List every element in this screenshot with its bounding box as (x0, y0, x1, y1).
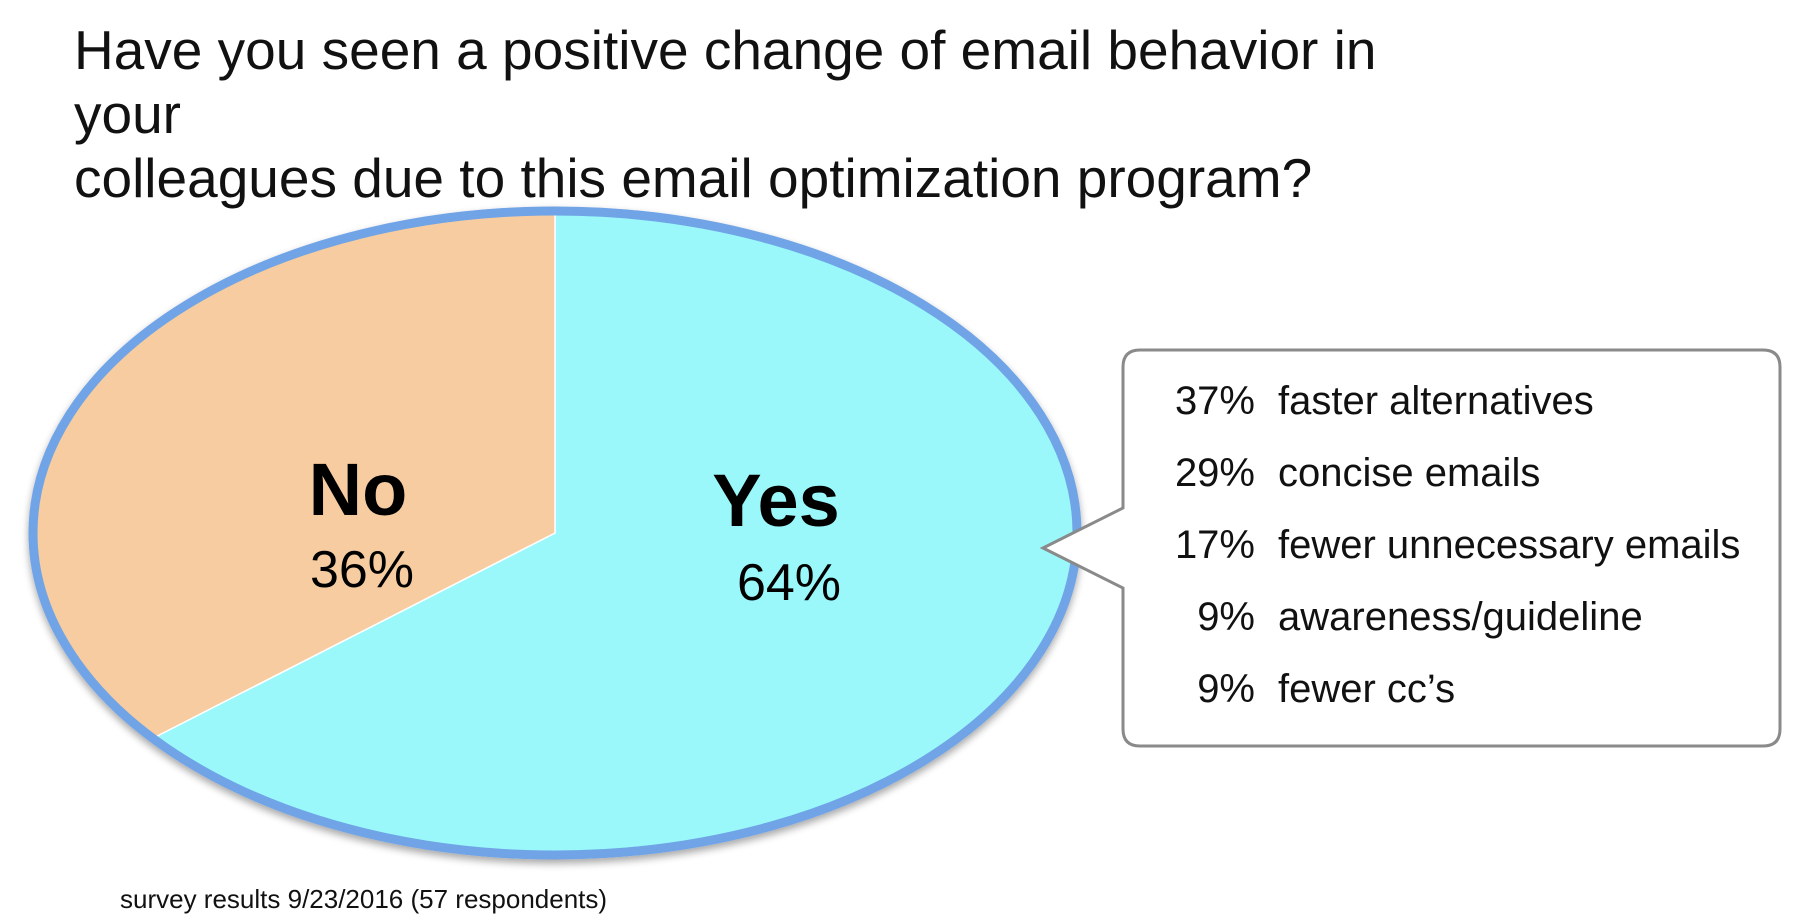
slice-label-yes: Yes (712, 459, 840, 542)
chart-title: Have you seen a positive change of email… (74, 18, 1474, 210)
callout-reason: concise emails (1278, 451, 1540, 495)
callout-bubble (1039, 348, 1782, 748)
callout-reason: faster alternatives (1278, 379, 1594, 423)
callout-percent: 29% (1175, 451, 1255, 495)
callout-percent: 9% (1197, 595, 1255, 639)
slice-value-no: 36% (310, 541, 414, 599)
slice-value-yes: 64% (737, 554, 841, 612)
callout-reason: fewer cc’s (1278, 667, 1455, 711)
callout-reason: awareness/guideline (1278, 595, 1643, 639)
callout-box: 37% faster alternatives 29% concise emai… (1039, 348, 1782, 748)
chart-title-line-1: Have you seen a positive change of email… (74, 19, 1377, 145)
chart-title-line-2: colleagues due to this email optimizatio… (74, 147, 1313, 209)
footnote: survey results 9/23/2016 (57 respondents… (120, 884, 608, 914)
callout-percent: 37% (1175, 379, 1255, 423)
callout-percent: 9% (1197, 667, 1255, 711)
slice-label-no: No (309, 448, 408, 531)
callout-percent: 17% (1175, 523, 1255, 567)
callout-reason: fewer unnecessary emails (1278, 523, 1740, 567)
